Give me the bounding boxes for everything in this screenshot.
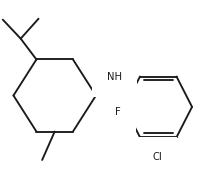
Text: NH: NH bbox=[107, 73, 122, 83]
Text: F: F bbox=[115, 107, 121, 117]
Text: Cl: Cl bbox=[153, 152, 162, 162]
